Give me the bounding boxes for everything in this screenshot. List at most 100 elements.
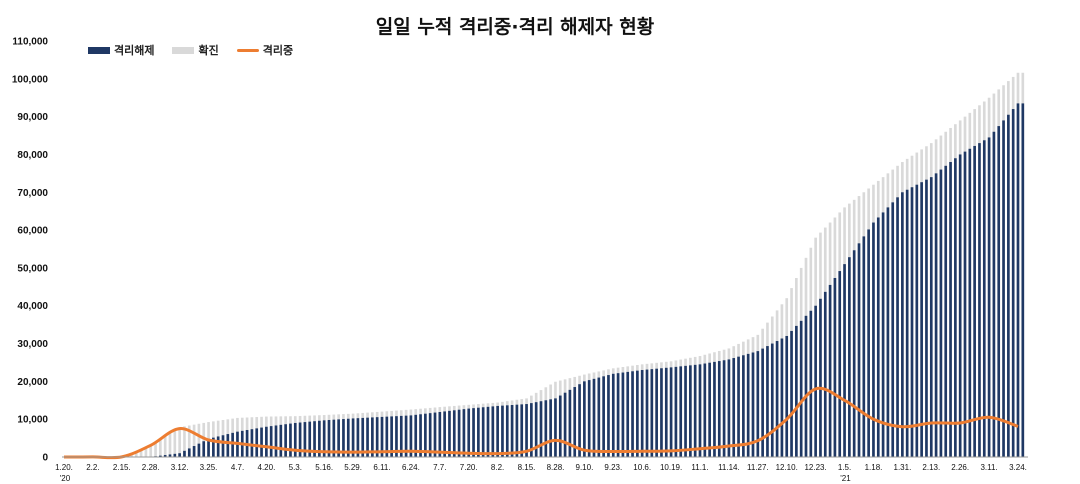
x-tick-label: 7.7. xyxy=(433,463,446,472)
bar-released xyxy=(1007,114,1010,457)
bar-released xyxy=(187,448,191,457)
isolating-line-group xyxy=(63,386,1019,460)
bar-confirmed xyxy=(149,445,153,457)
bar-released xyxy=(443,411,446,457)
bar-released xyxy=(660,368,663,457)
bar-released xyxy=(790,330,793,457)
bar-released xyxy=(843,264,846,457)
bar-released xyxy=(708,362,711,457)
bar-released xyxy=(621,372,625,457)
bar-released xyxy=(573,387,577,457)
bar-released xyxy=(404,415,408,457)
bar-released xyxy=(987,137,991,457)
x-tick-label: 8.2. xyxy=(491,463,504,472)
legend-item-confirmed: 확진 xyxy=(172,42,219,58)
x-tick-label: 2.2. xyxy=(86,463,99,472)
bar-released xyxy=(737,356,740,457)
bar-released xyxy=(568,389,572,457)
bar-released xyxy=(775,341,779,457)
bar-released xyxy=(231,432,234,457)
bar-released xyxy=(901,192,904,457)
bar-released xyxy=(202,441,206,457)
bar-released xyxy=(944,165,948,458)
released-bars xyxy=(125,103,1025,458)
legend-item-isolating: 격리중 xyxy=(236,42,293,58)
bar-released xyxy=(520,404,524,457)
bar-released xyxy=(395,416,398,457)
bar-released xyxy=(876,217,880,457)
bar-confirmed xyxy=(173,430,177,457)
bar-released xyxy=(664,367,668,457)
isolating-line xyxy=(63,386,1019,460)
bar-released xyxy=(356,418,360,457)
bar-released xyxy=(819,298,822,457)
bar-released xyxy=(554,398,557,457)
bar-confirmed xyxy=(154,442,157,457)
bar-released xyxy=(896,197,899,457)
x-tick-label: 10.19. xyxy=(660,463,682,472)
bar-released xyxy=(973,145,976,457)
bar-released xyxy=(183,450,186,457)
bar-released xyxy=(486,406,490,457)
bar-released xyxy=(978,143,981,458)
x-tick-label: 1.18. xyxy=(865,463,883,472)
legend-swatch-isolating xyxy=(236,48,259,52)
bar-released xyxy=(322,420,326,457)
bar-released xyxy=(269,426,273,457)
bar-released xyxy=(279,424,283,457)
bar-released xyxy=(587,380,591,457)
bar-released xyxy=(221,435,225,457)
bar-released xyxy=(1016,103,1020,458)
bar-released xyxy=(857,243,861,457)
bar-released xyxy=(530,403,533,457)
bar-released xyxy=(703,363,707,457)
bar-released xyxy=(385,416,389,457)
bar-released xyxy=(717,361,721,457)
bar-released xyxy=(409,415,413,457)
bar-released xyxy=(563,392,567,457)
bar-released xyxy=(207,438,210,457)
bar-released xyxy=(732,358,736,457)
bar-released xyxy=(534,402,538,457)
y-tick-label: 60,000 xyxy=(17,226,48,237)
bar-released xyxy=(481,407,485,457)
bar-released xyxy=(274,425,278,457)
y-tick-label: 100,000 xyxy=(12,74,49,85)
bar-released xyxy=(742,355,745,457)
bar-confirmed xyxy=(168,433,172,457)
bar-released xyxy=(828,284,832,457)
bar-released xyxy=(684,365,687,457)
bar-released xyxy=(939,169,943,457)
bar-released xyxy=(265,426,268,457)
bar-released xyxy=(289,423,292,457)
bar-released xyxy=(669,367,673,457)
bar-confirmed xyxy=(134,450,138,457)
bar-released xyxy=(260,427,263,457)
bar-released xyxy=(467,408,471,457)
bar-released xyxy=(337,419,340,457)
bar-released xyxy=(616,373,620,457)
bar-released xyxy=(163,455,167,457)
bar-released xyxy=(929,177,933,457)
x-tick-label: 3.12. xyxy=(171,463,189,472)
bar-released xyxy=(505,405,509,457)
bar-released xyxy=(746,353,750,457)
bar-released xyxy=(366,417,369,457)
bar-released xyxy=(477,407,480,457)
bar-released xyxy=(920,182,923,457)
bar-released xyxy=(448,410,451,457)
bar-released xyxy=(192,446,196,457)
bar-released xyxy=(954,158,957,458)
bar-released xyxy=(722,360,726,457)
bar-released xyxy=(689,365,692,457)
bar-confirmed xyxy=(139,449,143,457)
x-tick-label: 3.25. xyxy=(200,463,218,472)
bar-released xyxy=(780,338,784,457)
bar-released xyxy=(891,202,895,457)
bar-released xyxy=(761,348,764,457)
x-tick-label: 4.20. xyxy=(258,463,276,472)
bar-released xyxy=(785,335,789,457)
chart-title: 일일 누적 격리중·격리 해제자 현황 xyxy=(375,16,655,38)
